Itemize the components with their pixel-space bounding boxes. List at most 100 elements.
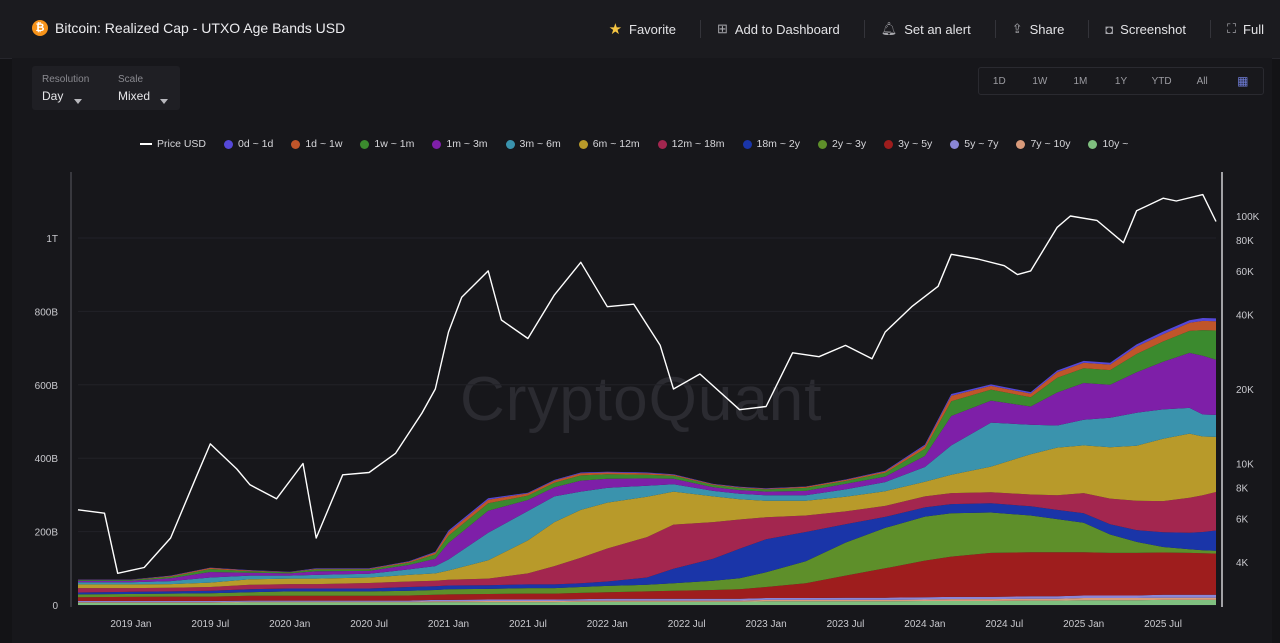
chart-controls: Resolution Day Scale Mixed [32,66,180,110]
right-axis-ticks: 4K 6K 8K 10K 20K 40K 60K 80K 100K [1236,212,1260,569]
right-axis-tick-label: 40K [1236,310,1254,321]
x-axis-tick-label: 2020 Jan [269,619,310,630]
right-axis-tick-label: 6K [1236,514,1249,525]
chevron-down-icon [74,99,82,104]
legend-swatch [817,139,827,149]
legend-label: 7y ~ 10y [1030,138,1071,150]
area-band-7y-10y[interactable] [78,597,1216,603]
area-band-5y-7y[interactable] [78,594,1216,603]
range-all[interactable]: All [1196,75,1208,87]
left-axis-tick-label: 600B [35,381,59,392]
legend-item-3y-5y[interactable]: 3y ~ 5y [884,138,932,150]
legend-label: 1d ~ 1w [305,138,343,150]
full-button[interactable]: ⛶ Full [1227,21,1264,37]
right-axis-tick-label: 80K [1236,236,1254,247]
legend-item-1m-3m[interactable]: 1m ~ 3m [432,138,488,150]
x-axis-tick-label: 2022 Jul [668,619,706,630]
x-axis-tick-label: 2021 Jan [428,619,469,630]
set-alert-button[interactable]: 🔔︎ Set an alert [881,21,971,37]
legend-swatch [1016,139,1026,149]
legend-label: 0d ~ 1d [238,138,274,150]
range-1y[interactable]: 1Y [1114,75,1128,87]
legend-swatch [657,139,667,149]
star-icon: ★ [608,21,623,38]
share-label: Share [1029,21,1065,37]
legend-label: 10y ~ [1102,138,1129,150]
range-ytd[interactable]: YTD [1151,75,1172,87]
x-axis-tick-label: 2025 Jul [1144,619,1182,630]
right-axis-tick-label: 10K [1236,460,1254,471]
x-axis-tick-label: 2023 Jul [827,619,865,630]
legend-swatch [950,139,960,149]
share-icon: ⇪ [1011,21,1023,36]
right-axis-tick-label: 4K [1236,558,1249,569]
range-1m[interactable]: 1M [1073,75,1088,87]
x-axis-tick-label: 2020 Jul [350,619,388,630]
left-axis-tick-label: 0 [52,601,58,612]
legend-item-price[interactable]: Price USD [140,138,206,150]
left-axis-ticks: 0 200B 400B 600B 800B 1T [35,234,59,612]
area-band-10y[interactable] [78,599,1216,605]
area-band-12m-18m[interactable] [78,492,1216,593]
area-band-6m-12m[interactable] [78,433,1216,589]
screenshot-button[interactable]: ◘ Screenshot [1105,22,1186,37]
left-axis-tick-label: 400B [35,454,59,465]
legend-label: 6m ~ 12m [592,138,640,150]
legend-label: 3m ~ 6m [519,138,561,150]
range-1w[interactable]: 1W [1032,75,1048,87]
x-axis-ticks: 2019 Jan 2019 Jul 2020 Jan 2020 Jul 2021 Jan… [110,619,1182,630]
legend-label: Price USD [157,138,207,150]
x-axis-tick-label: 2022 Jan [587,619,628,630]
legend-swatch [432,139,442,149]
divider [863,20,865,38]
calendar-icon[interactable]: ▦ [1237,74,1249,88]
price-usd-line[interactable] [77,193,1217,574]
resolution-value: Day [42,89,64,103]
legend-swatch [360,139,370,149]
resolution-select[interactable]: Resolution Day [32,66,108,110]
legend-item-2y-3y[interactable]: 2y ~ 3y [817,138,866,150]
price-line-group [77,193,1217,574]
left-axis-tick-label: 800B [35,307,59,318]
right-axis-tick-label: 60K [1236,267,1254,278]
screenshot-label: Screenshot [1120,21,1186,37]
x-axis-tick-label: 2024 Jul [985,619,1023,630]
area-band-2y-3y[interactable] [78,512,1216,598]
area-band-3y-5y[interactable] [78,552,1216,601]
dashboard-add-icon: ⊞ [716,21,728,36]
legend-swatch [505,139,515,149]
legend-swatch [742,139,752,149]
favorite-label: Favorite [629,21,676,37]
legend-item-10y[interactable]: 10y ~ [1088,138,1128,150]
legend-swatch [578,139,588,149]
range-1d[interactable]: 1D [992,75,1006,87]
legend-swatch [224,139,234,149]
camera-icon: ◘ [1105,21,1114,37]
right-axis-tick-label: 20K [1236,385,1254,396]
legend-label: 1w ~ 1m [374,138,415,150]
legend-swatch [1088,139,1098,149]
area-band-3m-6m[interactable] [78,407,1216,585]
scale-select[interactable]: Scale Mixed [108,66,180,110]
add-to-dashboard-button[interactable]: ⊞ Add to Dashboard [717,21,840,37]
legend-item-3m-6m[interactable]: 3m ~ 6m [505,138,561,150]
legend-item-18m-2y[interactable]: 18m ~ 2y [742,138,800,150]
divider [1088,20,1090,38]
band-areas [78,237,1216,606]
legend-item-5y-7y[interactable]: 5y ~ 7y [950,138,998,150]
add-to-dashboard-label: Add to Dashboard [734,21,840,37]
legend-item-7y-10y[interactable]: 7y ~ 10y [1016,138,1070,150]
share-button[interactable]: ⇪ Share [1012,21,1065,37]
legend-item-6m-12m[interactable]: 6m ~ 12m [578,138,640,150]
legend-item-1w-1m[interactable]: 1w ~ 1m [360,138,414,150]
top-bar: ₿ Bitcoin: Realized Cap - UTXO Age Bands… [0,0,1280,59]
scale-label: Scale [118,74,144,85]
legend-item-12m-18m[interactable]: 12m ~ 18m [657,138,725,150]
legend-item-0d-1d[interactable]: 0d ~ 1d [224,138,273,150]
legend-label: 5y ~ 7y [964,138,999,150]
set-alert-label: Set an alert [904,21,971,37]
legend-item-1d-1w[interactable]: 1d ~ 1w [291,138,342,150]
left-axis-tick-label: 1T [46,234,58,245]
favorite-button[interactable]: ★ Favorite [609,20,676,38]
